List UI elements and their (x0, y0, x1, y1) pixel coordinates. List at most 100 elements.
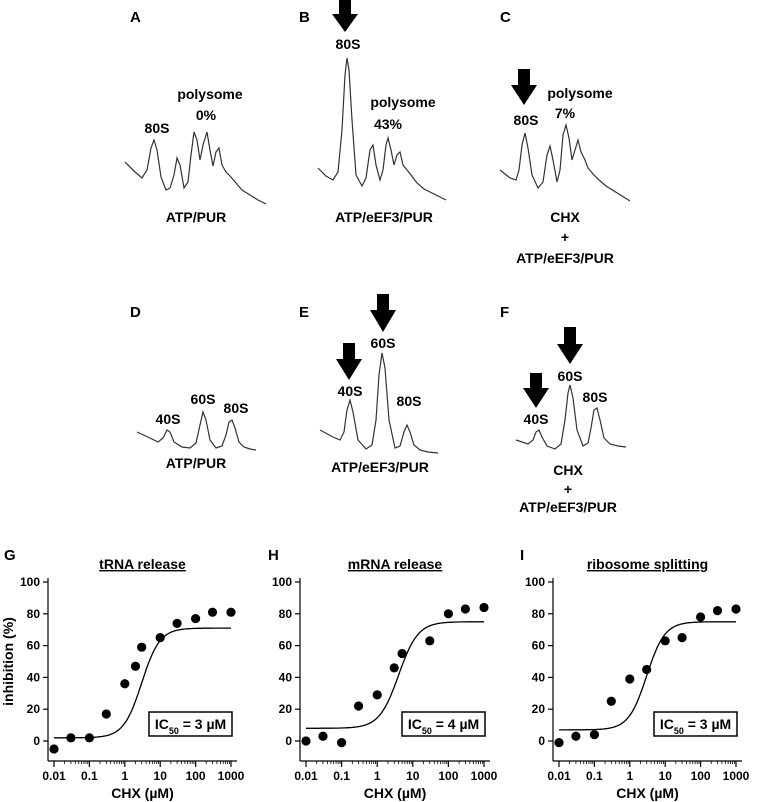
data-point (642, 664, 652, 675)
data-point (226, 607, 236, 617)
profile-trace-D (136, 409, 257, 451)
panel-letter-D: D (130, 304, 141, 321)
condition-label: + (564, 481, 572, 497)
arrow-down-icon (557, 327, 583, 364)
profile-label-percent: 7% (555, 105, 576, 121)
panel-letter-I: I (520, 547, 524, 564)
profile-label-80S: 80S (583, 389, 608, 405)
profile-label-40S: 40S (524, 411, 549, 427)
x-tick-label: 0.1 (586, 769, 603, 783)
x-axis-label: CHX (µM) (616, 785, 679, 801)
data-point (677, 633, 687, 643)
y-tick-label: 80 (279, 607, 293, 621)
profile-label-80S: 80S (336, 36, 361, 52)
arrow-down-icon (336, 343, 362, 380)
x-tick-label: 0.1 (333, 769, 350, 783)
x-axis-label: CHX (µM) (111, 785, 174, 801)
data-point (120, 679, 130, 689)
x-tick-label: 0.01 (294, 769, 318, 783)
profile-label-80S: 80S (224, 400, 249, 416)
data-point (660, 636, 670, 646)
y-tick-label: 80 (532, 607, 546, 621)
profile-label-40S: 40S (338, 383, 363, 399)
x-axis-label: CHX (µM) (364, 785, 427, 801)
x-tick-label: 1000 (471, 769, 498, 783)
data-point (397, 648, 407, 659)
data-point (372, 690, 382, 700)
x-tick-label: 1000 (723, 769, 750, 783)
arrow-down-icon (370, 294, 396, 332)
profile-trace-F (515, 384, 627, 450)
ic50-annotation-box (148, 711, 233, 737)
x-tick-label: 1 (626, 769, 633, 783)
profile-label-polysome: polysome (370, 94, 436, 110)
x-tick-label: 0.01 (547, 769, 571, 783)
data-point (625, 674, 635, 684)
y-tick-label: 20 (27, 702, 41, 716)
profile-label-40S: 40S (156, 411, 181, 427)
condition-label: ATP/eEF3/PUR (516, 250, 614, 266)
x-tick-label: 100 (691, 769, 711, 783)
y-tick-label: 20 (532, 702, 546, 716)
data-point (172, 618, 182, 628)
dose-response-panel-H: 0 20 40 60 80 100 0.01 0.1 1 10 100 1000 mRNA releas… (272, 556, 498, 801)
panel-letter-E: E (299, 304, 309, 321)
data-point (353, 701, 364, 711)
data-point (155, 633, 165, 643)
data-point (191, 613, 201, 624)
y-tick-label: 0 (538, 734, 545, 748)
y-tick-label: 40 (532, 670, 546, 684)
y-tick-label: 20 (279, 702, 293, 716)
profile-panel-F: F 40S 60S 80S CHX + ATP/eEF3/PUR (500, 304, 627, 515)
profile-label-60S: 60S (191, 391, 216, 407)
condition-label: ATP/PUR (166, 455, 226, 471)
condition-label: ATP/eEF3/PUR (331, 459, 429, 475)
profile-label-percent: 43% (374, 116, 403, 132)
data-point (66, 733, 76, 743)
y-axis-label: inhibition (%) (0, 617, 16, 706)
x-tick-label: 10 (659, 769, 673, 783)
data-point (606, 696, 616, 706)
y-tick-label: 0 (33, 734, 40, 748)
data-point (425, 636, 435, 646)
fit-curve (54, 627, 231, 739)
data-point (101, 709, 111, 719)
data-point (318, 731, 328, 741)
x-tick-label: 10 (154, 769, 168, 783)
y-tick-label: 0 (285, 734, 292, 748)
y-tick-label: 100 (272, 575, 292, 589)
x-tick-label: 1 (374, 769, 381, 783)
dose-response-panel-G: 0 20 40 60 80 100 0.01 0.1 1 10 100 1000 tRNA releas… (0, 556, 245, 801)
panel-letter-B: B (299, 9, 310, 26)
data-point (337, 737, 347, 748)
data-point (479, 602, 489, 613)
data-point (589, 730, 600, 740)
profile-trace-A (124, 131, 267, 205)
data-point (571, 731, 581, 741)
data-point (389, 663, 399, 673)
condition-label: CHX (553, 462, 583, 478)
data-point (84, 733, 94, 743)
data-point (731, 604, 741, 614)
y-tick-label: 80 (27, 607, 41, 621)
ic50-annotation-box (653, 711, 738, 737)
condition-label: ATP/PUR (166, 209, 226, 225)
profile-label-80S: 80S (514, 112, 539, 128)
x-tick-label: 0.1 (81, 769, 98, 783)
condition-label: ATP/eEF3/PUR (519, 499, 617, 515)
data-point (696, 612, 706, 622)
ic50-annotation-box (401, 711, 486, 737)
arrow-down-icon (332, 0, 358, 32)
profile-label-60S: 60S (371, 335, 396, 351)
ic50-annotation: IC50 = 4 µM (408, 716, 479, 736)
profile-label-polysome: polysome (177, 86, 243, 102)
condition-label: + (561, 229, 569, 245)
data-point (460, 604, 470, 614)
y-tick-label: 60 (279, 639, 293, 653)
data-point (554, 737, 564, 748)
data-point (301, 736, 311, 746)
data-point (712, 606, 723, 616)
panel-letter-G: G (4, 547, 16, 564)
panel-letter-H: H (268, 547, 279, 564)
